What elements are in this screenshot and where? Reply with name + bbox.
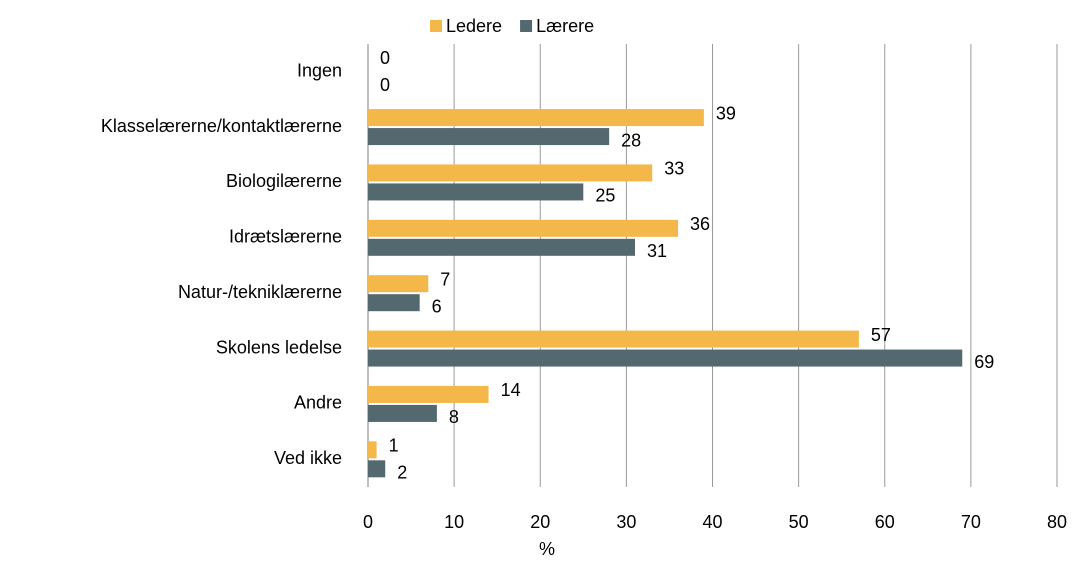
x-tick-label: 20 xyxy=(530,512,550,532)
x-tick-label: 70 xyxy=(961,512,981,532)
value-label: 33 xyxy=(664,159,684,179)
bar xyxy=(368,460,386,478)
x-tick-label: 80 xyxy=(1047,512,1067,532)
value-label: 7 xyxy=(440,269,450,289)
value-label: 6 xyxy=(432,296,442,316)
x-tick-label: 30 xyxy=(616,512,636,532)
value-label: 69 xyxy=(974,352,994,372)
value-label: 36 xyxy=(690,214,710,234)
y-tick-label: Ingen xyxy=(297,60,342,80)
value-label: 0 xyxy=(380,75,390,95)
y-tick-label: Skolens ledelse xyxy=(216,337,342,357)
value-label: 0 xyxy=(380,48,390,68)
y-tick-label: Andre xyxy=(294,393,342,413)
bar xyxy=(368,109,704,127)
bar xyxy=(368,219,679,237)
value-label: 57 xyxy=(871,325,891,345)
value-label: 25 xyxy=(595,186,615,206)
x-axis-label: % xyxy=(539,539,555,559)
bar xyxy=(368,294,420,312)
y-tick-label: Idrætslærerne xyxy=(229,227,342,247)
value-label: 31 xyxy=(647,241,667,261)
legend-swatch xyxy=(430,20,442,32)
bar xyxy=(368,441,377,459)
value-label: 8 xyxy=(449,407,459,427)
value-label: 2 xyxy=(397,463,407,483)
bar xyxy=(368,128,610,146)
bar xyxy=(368,275,429,293)
x-tick-label: 50 xyxy=(789,512,809,532)
bar xyxy=(368,349,963,367)
x-tick-label: 40 xyxy=(702,512,722,532)
legend-label: Ledere xyxy=(446,16,502,36)
x-tick-label: 0 xyxy=(363,512,373,532)
y-tick-label: Biologilærerne xyxy=(226,171,342,191)
value-label: 1 xyxy=(389,436,399,456)
y-tick-label: Ved ikke xyxy=(274,448,342,468)
value-label: 28 xyxy=(621,130,641,150)
bar xyxy=(368,330,859,348)
bar xyxy=(368,385,489,403)
bar xyxy=(368,238,635,256)
legend-label: Lærere xyxy=(536,16,594,36)
value-label: 39 xyxy=(716,103,736,123)
bar xyxy=(368,404,437,422)
y-tick-label: Klasselærerne/kontaktlærerne xyxy=(101,116,342,136)
x-tick-label: 10 xyxy=(444,512,464,532)
bar xyxy=(368,183,584,201)
x-tick-label: 60 xyxy=(875,512,895,532)
value-label: 14 xyxy=(501,380,521,400)
legend-swatch xyxy=(520,20,533,32)
bar xyxy=(368,164,653,182)
y-tick-label: Natur-/tekniklærerne xyxy=(178,282,342,302)
